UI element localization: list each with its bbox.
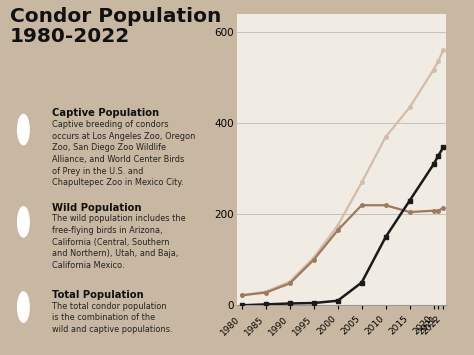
Text: The total condor population
is the combination of the
wild and captive populatio: The total condor population is the combi… [52,302,172,334]
Text: Wild Population: Wild Population [52,203,141,213]
Text: Total Population: Total Population [52,290,144,300]
Ellipse shape [18,207,29,237]
Ellipse shape [18,292,29,322]
Ellipse shape [18,114,29,145]
Text: Captive Population: Captive Population [52,108,159,118]
Text: Captive breeding of condors
occurs at Los Angeles Zoo, Oregon
Zoo, San Diego Zoo: Captive breeding of condors occurs at Lo… [52,120,195,187]
Text: The wild population includes the
free-flying birds in Arizona,
California (Centr: The wild population includes the free-fl… [52,214,185,270]
Text: Condor Population
1980-2022: Condor Population 1980-2022 [10,7,221,46]
